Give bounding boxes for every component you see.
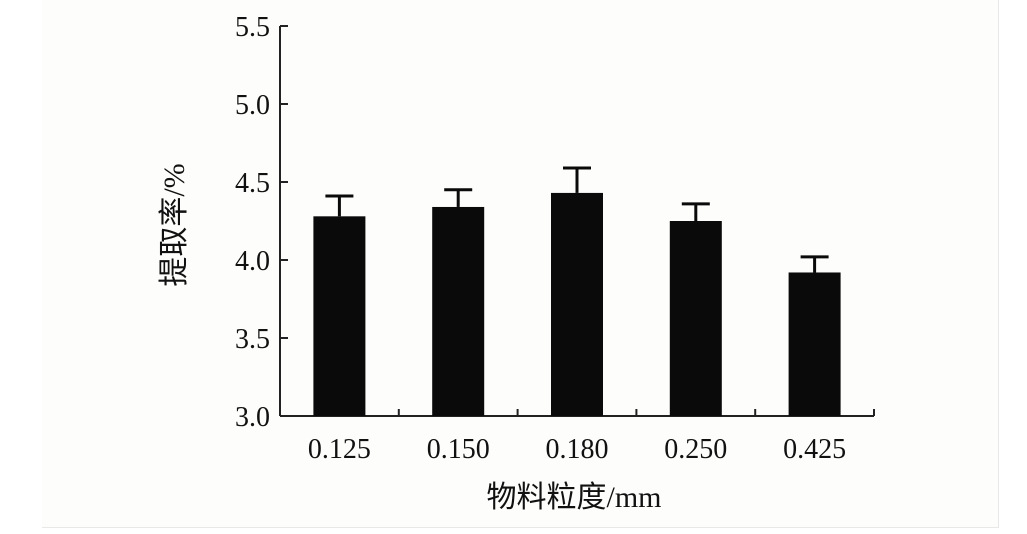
- bars: [313, 192, 841, 416]
- bar-0.250: [669, 221, 722, 416]
- bar-0.425: [788, 272, 841, 416]
- y-tick-label: 3.0: [235, 402, 270, 433]
- x-axis-title: 物料粒度/mm: [486, 481, 661, 514]
- x-tick-label: 0.180: [546, 434, 609, 465]
- error-bars: [325, 166, 829, 273]
- y-tick-label: 5.5: [235, 12, 270, 43]
- x-ticks: 0.125 0.150 0.180 0.250 0.425: [279, 409, 875, 465]
- y-ticks: 3.0 3.5 4.0 4.5 5.0 5.5: [235, 12, 288, 433]
- bar-0.180: [551, 192, 603, 416]
- x-tick-label: 0.425: [783, 434, 846, 465]
- bar-0.125: [313, 216, 366, 416]
- x-tick-label: 0.150: [427, 434, 490, 465]
- y-tick-label: 4.0: [235, 246, 270, 277]
- chart-background: [42, 0, 999, 528]
- x-tick-label: 0.125: [308, 434, 371, 465]
- y-tick-label: 3.5: [235, 324, 270, 355]
- y-axis-title: 提取率/%: [158, 163, 191, 286]
- bar-0.150: [432, 206, 485, 416]
- y-tick-label: 4.5: [235, 168, 270, 199]
- x-tick-label: 0.250: [664, 434, 727, 465]
- y-tick-label: 5.0: [235, 90, 270, 121]
